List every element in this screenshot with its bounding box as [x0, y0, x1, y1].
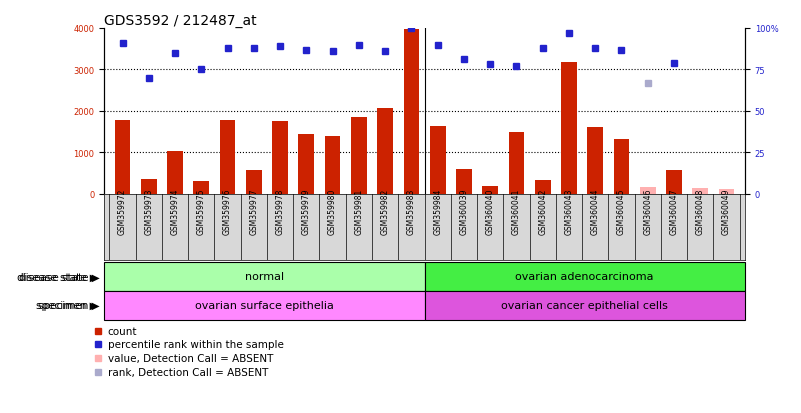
Bar [535, 180, 550, 194]
Text: ovarian cancer epithelial cells: ovarian cancer epithelial cells [501, 301, 668, 311]
Bar [246, 171, 262, 194]
Bar [404, 30, 419, 194]
Text: normal: normal [245, 272, 284, 282]
Bar [377, 109, 393, 194]
Bar [640, 188, 656, 194]
Bar [425, 262, 745, 291]
Bar [104, 262, 425, 291]
Bar [509, 133, 525, 194]
Text: GDS3592 / 212487_at: GDS3592 / 212487_at [104, 14, 257, 28]
Bar [614, 140, 630, 194]
Text: ovarian adenocarcinoma: ovarian adenocarcinoma [516, 272, 654, 282]
Bar [430, 126, 445, 194]
Bar [141, 180, 157, 194]
Text: specimen ▶: specimen ▶ [38, 301, 100, 311]
Bar [272, 121, 288, 194]
Text: count: count [108, 326, 137, 336]
Bar [425, 291, 745, 320]
Text: specimen ▶: specimen ▶ [36, 301, 98, 311]
Text: value, Detection Call = ABSENT: value, Detection Call = ABSENT [108, 353, 273, 363]
Bar [482, 187, 498, 194]
Bar [351, 118, 367, 194]
Bar [219, 121, 235, 194]
Bar [587, 128, 603, 194]
Text: percentile rank within the sample: percentile rank within the sample [108, 339, 284, 349]
Bar [456, 169, 472, 194]
Bar [561, 63, 577, 194]
Bar [299, 134, 314, 194]
Text: rank, Detection Call = ABSENT: rank, Detection Call = ABSENT [108, 367, 268, 377]
Bar [692, 189, 708, 194]
Bar [167, 151, 183, 194]
Bar [104, 291, 425, 320]
Text: ovarian surface epithelia: ovarian surface epithelia [195, 301, 334, 311]
Bar [718, 189, 735, 194]
Text: disease state ▶: disease state ▶ [19, 272, 100, 282]
Bar [666, 170, 682, 194]
Bar [193, 182, 209, 194]
Bar [115, 121, 131, 194]
Bar [324, 137, 340, 194]
Text: disease state ▶: disease state ▶ [17, 272, 98, 282]
